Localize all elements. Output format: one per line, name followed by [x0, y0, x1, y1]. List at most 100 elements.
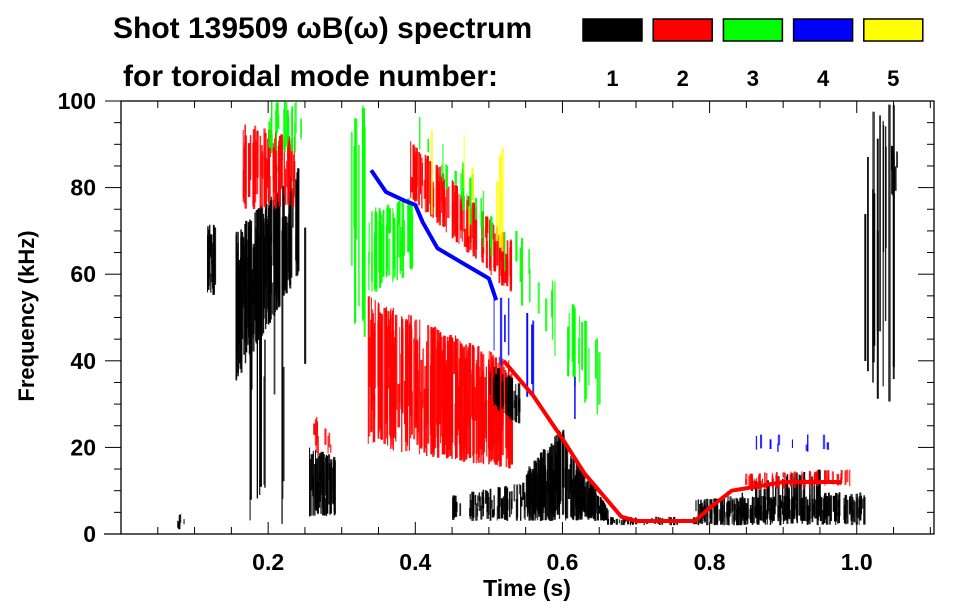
spectrogram-streak: [317, 436, 319, 456]
spectrogram-streak: [762, 509, 765, 517]
spectrogram-streak: [285, 160, 287, 187]
spectrogram-streak: [518, 398, 521, 412]
axes: 0.2 0.4 0.6 0.8 1.0 0 20 40 60 80 100: [58, 88, 935, 575]
spectrogram-streak: [469, 177, 472, 225]
spectrogram-streak: [266, 159, 268, 189]
spectrogram-streak: [737, 506, 741, 516]
spectrogram-streak: [207, 226, 209, 286]
spectrogram-streak: [579, 316, 581, 383]
spectrogram-streak: [872, 193, 876, 346]
spectrogram-streak: [332, 467, 335, 505]
spectrogram-streak: [510, 491, 513, 509]
spectrogram-streak: [496, 506, 498, 521]
spectrogram-streak: [268, 207, 270, 325]
spectrogram-streak: [794, 473, 797, 479]
spectrogram-streak: [467, 347, 470, 428]
spectrogram-streak: [484, 490, 487, 504]
spectrogram-streak: [250, 323, 253, 390]
spectrogram-streak: [262, 213, 265, 334]
spectrogram-streak: [454, 171, 457, 185]
spectrogram-streak: [535, 463, 538, 482]
spectrogram-streak: [520, 485, 522, 521]
spectrogram-streak: [179, 514, 182, 524]
spectrogram-streak: [727, 491, 729, 503]
spectrogram-streak: [504, 485, 507, 519]
spectrogram-streak: [275, 199, 278, 310]
spectrogram-streak: [238, 259, 241, 345]
spectrogram-streak: [500, 498, 504, 519]
spectrogram-streak: [726, 501, 729, 525]
spectrogram-streak: [426, 364, 428, 415]
spectrogram-streak: [502, 496, 505, 515]
spectrogram-streak: [846, 469, 849, 483]
spectrogram-streak: [446, 186, 450, 218]
spectrogram-streak: [716, 500, 718, 513]
spectrogram-streak: [393, 345, 396, 437]
spectrogram-streak: [292, 193, 294, 228]
spectrogram-streak: [266, 224, 269, 309]
spectrogram-streak: [374, 300, 376, 389]
spectrogram-streak: [387, 206, 389, 276]
spectrogram-streak: [414, 319, 418, 422]
spectrogram-streak: [760, 434, 763, 449]
spectrogram-streak: [583, 495, 585, 513]
spectrogram-streak: [753, 480, 756, 486]
legend-swatch-mode-5: [863, 18, 924, 42]
spectrogram-streak: [275, 103, 278, 134]
spectrogram-streak: [814, 499, 817, 519]
y-tick-label: 20: [70, 434, 96, 460]
spectrogram-streak: [828, 492, 830, 516]
spectrogram-streak: [496, 181, 499, 242]
spectrogram-streak: [391, 315, 393, 445]
spectrogram-streak: [371, 313, 374, 403]
spectrogram-streak: [287, 136, 289, 205]
spectrogram-streak: [450, 357, 453, 439]
spectrogram-streak: [581, 322, 584, 370]
spectrogram-streak: [399, 201, 401, 258]
spectrogram-streak: [475, 503, 478, 521]
spectrogram-streak: [846, 499, 849, 524]
spectrogram-streak: [507, 391, 510, 413]
spectrogram-streak: [183, 519, 185, 525]
spectrogram-streak: [790, 472, 792, 481]
spectrogram-streak: [383, 307, 386, 444]
spectrogram-streak: [499, 297, 503, 365]
spectrogram-streak: [268, 161, 270, 204]
spectrogram-streak: [249, 340, 252, 500]
spectrogram-streak: [498, 386, 501, 443]
spectrogram-streak: [757, 476, 760, 490]
spectrogram-streak: [761, 496, 763, 511]
spectrogram-streak: [440, 336, 443, 409]
spectrogram-streak: [742, 496, 744, 521]
spectrogram-streak: [773, 496, 776, 515]
spectrogram-streak: [495, 370, 498, 463]
y-axis-label: Frequency (kHz): [14, 230, 39, 401]
spectrogram-streak: [417, 151, 420, 206]
spectrogram-streak: [577, 472, 580, 518]
spectrogram-streak: [491, 509, 495, 518]
spectrogram-streak: [582, 477, 584, 507]
spectrogram-streak: [820, 499, 823, 513]
spectrogram-streak: [752, 497, 756, 524]
spectrogram-streak: [578, 337, 580, 365]
spectrogram-streak: [528, 249, 530, 274]
spectrogram-streak: [795, 472, 798, 516]
spectrogram-streak: [397, 207, 400, 258]
legend: 1 2 3 4 5: [582, 18, 924, 91]
spectrogram-streak: [536, 484, 538, 505]
legend-swatch-mode-1: [582, 18, 643, 42]
spectrogram-streak: [286, 102, 288, 123]
spectrogram-streak: [243, 244, 245, 305]
spectrogram-streak: [548, 452, 551, 476]
spectrogram-streak: [509, 247, 511, 276]
spectrogram-streak: [255, 257, 258, 292]
spectrogram-streak: [831, 471, 834, 485]
spectrogram-streak: [318, 472, 322, 502]
spectrogram-streak: [532, 320, 535, 395]
spectrogram-streak: [843, 497, 846, 521]
spectrogram-streak: [618, 519, 620, 524]
spectrogram-streak: [879, 115, 881, 332]
spectrogram-streak: [472, 495, 475, 518]
spectrogram-streak: [749, 509, 752, 520]
mode-2-frequency-line: [502, 359, 842, 523]
